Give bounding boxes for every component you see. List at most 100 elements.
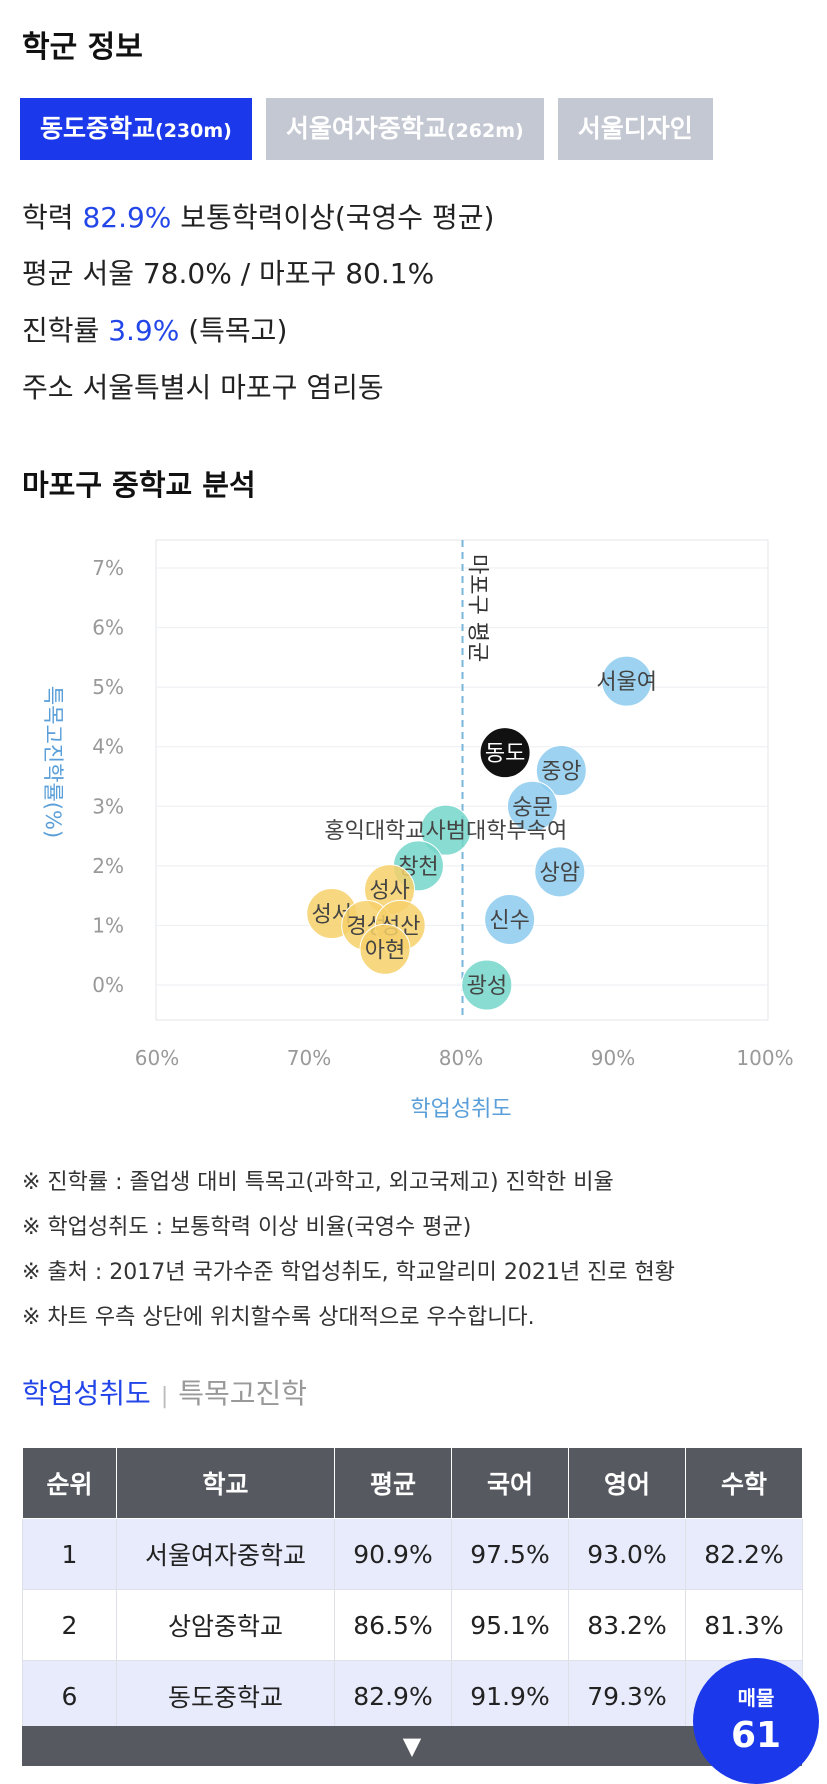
ranking-subtabs: 학업성취도 | 특목고진학: [22, 1372, 307, 1412]
data-point: [601, 655, 653, 707]
y-tick-label: 2%: [92, 854, 124, 878]
cell-english: 93.0%: [568, 1518, 686, 1590]
data-point-label: 동도: [485, 742, 525, 767]
cell-school: 서울여자중학교: [116, 1518, 335, 1590]
x-axis-title: 학업성취도: [410, 1097, 511, 1122]
info-label: 학력: [22, 201, 74, 234]
subtab-separator: |: [160, 1384, 169, 1409]
tab-school-seoul-design[interactable]: 서울디자인: [557, 98, 713, 160]
info-advance: 진학률 3.9% (특목고): [22, 309, 287, 349]
cell-rank: 6: [22, 1660, 117, 1732]
info-average: 평균 서울 78.0% / 마포구 80.1%: [22, 252, 434, 292]
cell-english: 83.2%: [568, 1589, 686, 1661]
table-row[interactable]: 2 상암중학교 86.5% 95.1% 83.2% 81.3%: [22, 1589, 803, 1661]
average-line-label: 마포구 평균: [465, 554, 490, 662]
data-point-label: 광성: [467, 974, 507, 999]
data-point-label: 중앙: [541, 760, 581, 785]
badge-label: 매물: [737, 1686, 775, 1710]
info-label: 진학률: [22, 314, 100, 347]
cell-korean: 91.9%: [451, 1660, 569, 1732]
x-tick-label: 90%: [591, 1046, 635, 1070]
info-address: 주소 서울특별시 마포구 염리동: [22, 366, 384, 406]
data-point: [506, 780, 558, 832]
y-tick-label: 1%: [92, 913, 124, 937]
note-line: ※ 진학률 : 졸업생 대비 특목고(과학고, 외고국제고) 진학한 비율: [22, 1170, 614, 1195]
scatter-chart: 0% 1% 2% 3% 4% 5% 6% 7% 60% 70% 80% 90% 100% 마포구 평균학업…: [41, 539, 794, 1122]
cell-rank: 2: [22, 1589, 117, 1661]
col-korean: 국어: [451, 1447, 569, 1519]
data-point-label: 숭문: [512, 795, 552, 820]
data-point: [484, 893, 536, 945]
data-point-label: 홍익대학교사범대학부속여: [324, 819, 567, 844]
cell-math: 82.2%: [685, 1518, 803, 1590]
data-point: [359, 923, 411, 975]
section-title: 학군 정보: [22, 30, 143, 65]
col-school: 학교: [116, 1447, 335, 1519]
tab-distance: (230m): [155, 120, 232, 142]
listings-badge[interactable]: 매물 61: [693, 1658, 819, 1784]
note-line: ※ 출처 : 2017년 국가수준 학업성취도, 학교알리미 2021년 진로 …: [22, 1260, 676, 1285]
y-tick-label: 5%: [92, 675, 124, 699]
info-desc: 보통학력이상(국영수 평균): [180, 201, 495, 234]
table-row[interactable]: 1 서울여자중학교 90.9% 97.5% 93.0% 82.2%: [22, 1518, 803, 1590]
subtab-achievement[interactable]: 학업성취도: [22, 1377, 151, 1410]
info-text: 서울 78.0% / 마포구 80.1%: [82, 257, 435, 290]
x-tick-label: 100%: [736, 1046, 793, 1070]
x-tick-label: 80%: [439, 1046, 483, 1070]
x-tick-label: 70%: [287, 1046, 331, 1070]
ranking-table: 순위 학교 평균 국어 영어 수학 1 서울여자중학교 90.9% 97.5% …: [22, 1447, 803, 1732]
info-label: 주소: [22, 371, 74, 404]
info-text: 서울특별시 마포구 염리동: [82, 371, 384, 404]
data-point: [461, 959, 513, 1011]
cell-average: 86.5%: [334, 1589, 452, 1661]
data-point-label: 서울여: [596, 670, 657, 695]
y-tick-label: 3%: [92, 794, 124, 818]
info-label: 평균: [22, 257, 74, 290]
data-point-label: 성사: [369, 879, 409, 904]
cell-korean: 95.1%: [451, 1589, 569, 1661]
info-desc: (특목고): [188, 314, 288, 347]
tab-school-dongdo[interactable]: 동도중학교(230m): [20, 98, 252, 160]
y-tick-label: 7%: [92, 556, 124, 580]
tab-school-seoul-girls[interactable]: 서울여자중학교(262m): [265, 98, 544, 160]
col-english: 영어: [568, 1447, 686, 1519]
data-point-label: 아현: [365, 938, 405, 963]
tab-label: 서울디자인: [577, 114, 693, 143]
chevron-down-icon: ▼: [402, 1732, 422, 1760]
cell-school: 동도중학교: [116, 1660, 335, 1732]
y-tick-label: 4%: [92, 735, 124, 759]
table-header-row: 순위 학교 평균 국어 영어 수학: [22, 1447, 803, 1519]
cell-rank: 1: [22, 1518, 117, 1590]
data-point: [534, 846, 586, 898]
cell-average: 82.9%: [334, 1660, 452, 1732]
tab-distance: (262m): [446, 120, 524, 142]
cell-average: 90.9%: [334, 1518, 452, 1590]
cell-math: 81.3%: [685, 1589, 803, 1661]
y-axis-title: 특목고진학률(%): [41, 686, 65, 838]
note-line: ※ 차트 우측 상단에 위치할수록 상대적으로 우수합니다.: [22, 1305, 535, 1330]
data-point: [479, 727, 531, 779]
school-tabs: 동도중학교(230m) 서울여자중학교(262m) 서울디자인: [20, 98, 802, 160]
y-tick-label: 0%: [92, 973, 124, 997]
y-tick-label: 6%: [92, 616, 124, 640]
col-math: 수학: [685, 1447, 803, 1519]
tab-label: 서울여자중학교: [285, 114, 447, 143]
x-tick-label: 60%: [135, 1046, 179, 1070]
data-point: [420, 804, 472, 856]
col-average: 평균: [334, 1447, 452, 1519]
info-value: 3.9%: [108, 314, 180, 347]
show-more-button[interactable]: ▼: [22, 1726, 802, 1766]
badge-count: 61: [730, 1715, 782, 1756]
data-point: [535, 745, 587, 797]
cell-korean: 97.5%: [451, 1518, 569, 1590]
cell-school: 상암중학교: [116, 1589, 335, 1661]
tab-label: 동도중학교: [40, 114, 156, 143]
info-value: 82.9%: [82, 201, 172, 234]
subtab-special-school[interactable]: 특목고진학: [178, 1377, 308, 1410]
table-row[interactable]: 6 동도중학교 82.9% 91.9% 79.3%: [22, 1660, 803, 1732]
cell-english: 79.3%: [568, 1660, 686, 1732]
data-point-label: 상암: [540, 861, 580, 886]
note-line: ※ 학업성취도 : 보통학력 이상 비율(국영수 평균): [22, 1215, 472, 1240]
col-rank: 순위: [22, 1447, 117, 1519]
info-academic: 학력 82.9% 보통학력이상(국영수 평균): [22, 196, 494, 236]
